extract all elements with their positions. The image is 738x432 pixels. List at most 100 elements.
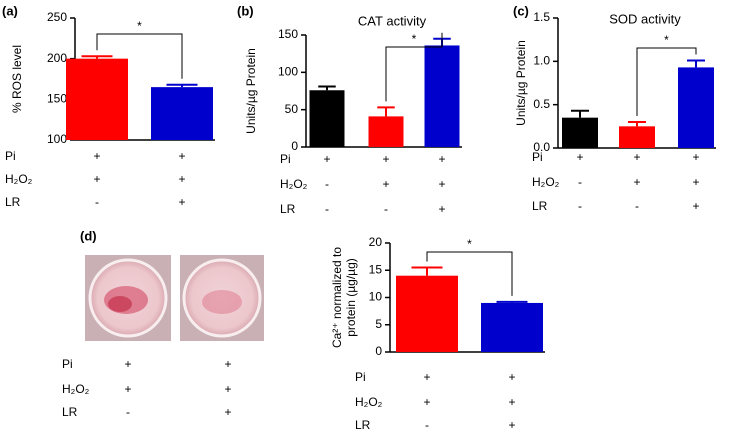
panel-label: (d) [80, 228, 97, 243]
condition-sign: + [438, 202, 445, 216]
error-bar [411, 266, 443, 276]
significance-label: * [664, 33, 669, 47]
condition-label: H₂O₂ [5, 172, 33, 186]
condition-label: LR [532, 199, 548, 213]
condition-sign: + [93, 172, 100, 186]
condition-sign: - [384, 202, 388, 216]
y-tick-label: 200 [47, 51, 67, 65]
bar [562, 117, 598, 148]
bar [396, 275, 458, 352]
condition-label: LR [280, 202, 296, 216]
condition-sign: + [508, 395, 515, 409]
condition-sign: + [124, 382, 131, 396]
well-image [85, 255, 171, 341]
significance-bracket [426, 251, 513, 296]
y-tick-label: 100 [278, 65, 298, 79]
error-bar [628, 121, 646, 127]
y-tick-label: 10 [369, 290, 383, 304]
condition-label: Pi [532, 150, 543, 164]
bar [66, 58, 128, 140]
condition-sign: + [438, 152, 445, 166]
condition-sign: + [633, 150, 640, 164]
y-tick-label: 50 [285, 102, 299, 116]
y-tick-label: 150 [47, 92, 67, 106]
y-tick-label: 0.5 [533, 97, 550, 111]
condition-label: H₂O₂ [280, 177, 308, 191]
condition-label: H₂O₂ [62, 382, 90, 396]
condition-sign: + [438, 177, 445, 191]
condition-sign: - [635, 199, 639, 213]
condition-sign: + [692, 175, 699, 189]
bar [309, 90, 345, 147]
condition-label: H₂O₂ [355, 395, 383, 409]
condition-label: Pi [5, 149, 16, 163]
condition-label: LR [62, 405, 78, 419]
condition-sign: + [93, 149, 100, 163]
y-axis-label: Units/µg Protein [244, 48, 258, 134]
condition-sign: + [576, 150, 583, 164]
panel-label: (a) [2, 3, 18, 18]
condition-sign: + [178, 172, 185, 186]
error-bar [687, 59, 705, 68]
condition-sign: + [692, 199, 699, 213]
condition-sign: - [578, 199, 582, 213]
y-axis-label: Units/µg Protein [514, 40, 528, 126]
bar [481, 302, 543, 352]
chart-title: SOD activity [609, 11, 681, 26]
condition-sign: + [423, 370, 430, 384]
y-tick-label: 20 [369, 235, 383, 249]
y-tick-label: 100 [47, 132, 67, 146]
y-tick-label: 1.0 [533, 54, 550, 68]
y-tick-label: 0 [291, 139, 298, 153]
condition-sign: + [224, 382, 231, 396]
y-tick-label: 15 [369, 262, 383, 276]
significance-bracket [385, 32, 443, 102]
error-bar [377, 106, 395, 117]
condition-sign: + [423, 395, 430, 409]
condition-label: Pi [355, 370, 366, 384]
error-bar [318, 85, 336, 91]
condition-sign: + [224, 405, 231, 419]
y-tick-label: 1.5 [533, 10, 550, 24]
y-tick-label: 0.0 [533, 140, 550, 154]
condition-sign: + [692, 150, 699, 164]
error-bar [81, 55, 113, 59]
condition-sign: + [382, 152, 389, 166]
condition-label: Pi [62, 357, 73, 371]
error-bar [571, 109, 589, 118]
panel-label: (b) [237, 3, 254, 18]
bar [424, 45, 460, 147]
condition-sign: + [224, 357, 231, 371]
y-tick-label: 5 [375, 317, 382, 331]
condition-sign: + [124, 357, 131, 371]
condition-label: Pi [280, 152, 291, 166]
bar [678, 67, 714, 148]
bar [619, 126, 655, 148]
y-axis-label: % ROS level [10, 45, 24, 113]
well-image [180, 255, 264, 341]
condition-sign: + [178, 149, 185, 163]
condition-sign: + [323, 152, 330, 166]
error-bar [166, 83, 198, 88]
significance-bracket [636, 47, 697, 116]
y-tick-label: 0 [375, 344, 382, 358]
y-axis-label: Ca²⁺ normalized to [330, 247, 344, 348]
condition-sign: - [325, 177, 329, 191]
condition-label: H₂O₂ [532, 175, 560, 189]
significance-label: * [137, 19, 142, 33]
condition-label: LR [355, 418, 371, 432]
significance-label: * [467, 237, 472, 251]
condition-sign: + [508, 418, 515, 432]
significance-bracket [96, 33, 183, 79]
bar [151, 87, 213, 140]
bar [368, 116, 404, 147]
condition-label: LR [5, 195, 21, 209]
chart-title: CAT activity [358, 13, 427, 28]
condition-sign: + [178, 195, 185, 209]
condition-sign: + [633, 175, 640, 189]
error-bar [496, 300, 528, 303]
y-tick-label: 250 [47, 10, 67, 24]
condition-sign: - [425, 418, 429, 432]
condition-sign: + [508, 370, 515, 384]
